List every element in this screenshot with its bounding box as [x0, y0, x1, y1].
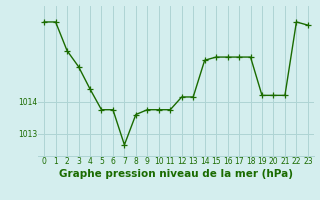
X-axis label: Graphe pression niveau de la mer (hPa): Graphe pression niveau de la mer (hPa): [59, 169, 293, 179]
